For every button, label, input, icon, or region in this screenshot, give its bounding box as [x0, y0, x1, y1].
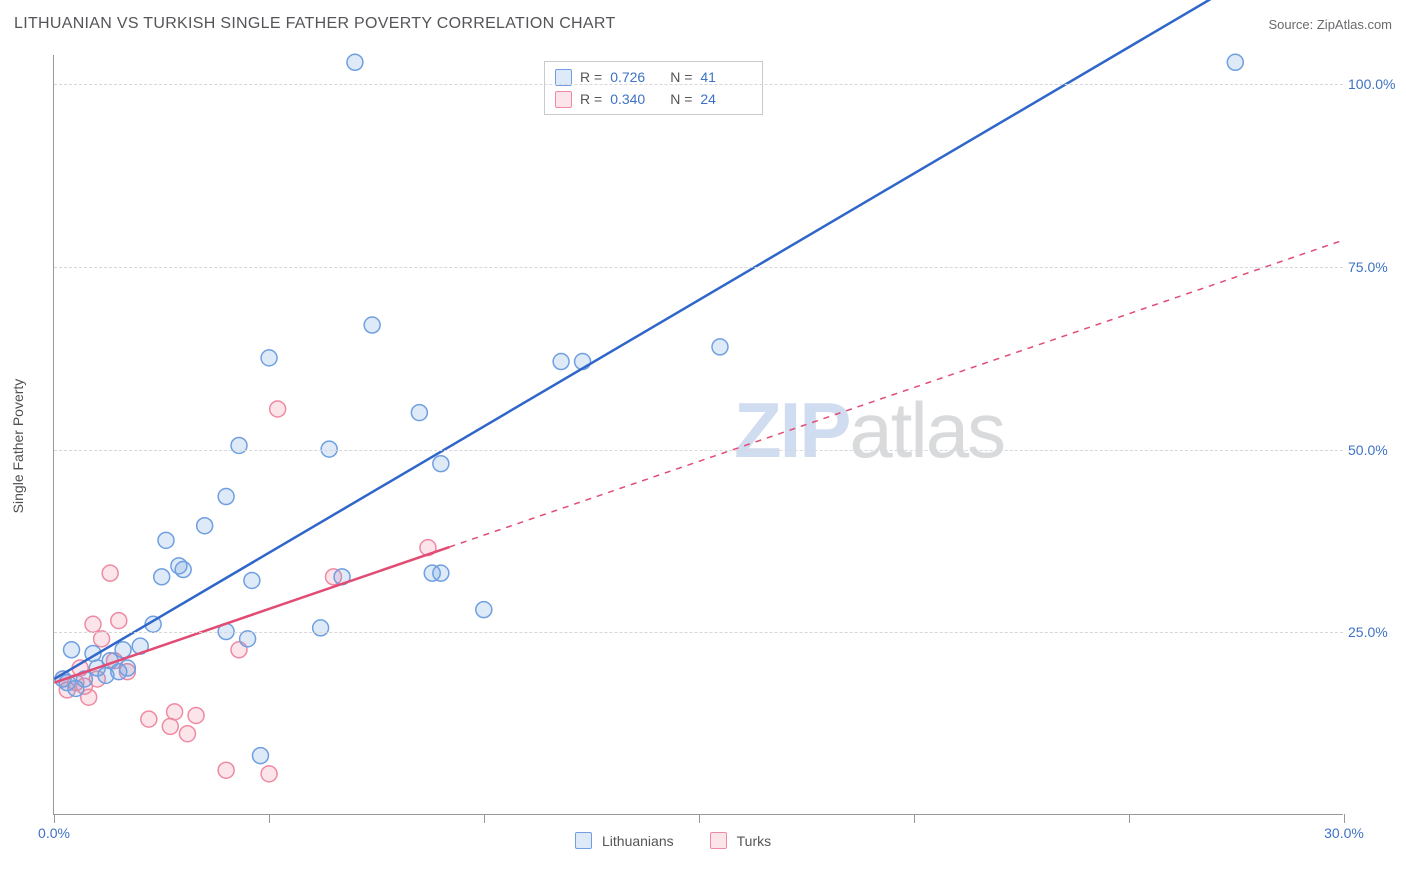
data-point	[167, 704, 183, 720]
chart-title: LITHUANIAN VS TURKISH SINGLE FATHER POVE…	[14, 15, 616, 33]
plot-area: ZIPatlas R = 0.726 N = 41 R = 0.340 N = …	[53, 55, 1343, 815]
legend-row-turks: R = 0.340 N = 24	[555, 88, 752, 110]
x-tick	[1129, 814, 1130, 823]
r-value-turks: 0.340	[610, 91, 662, 107]
gridline-y	[54, 450, 1343, 451]
legend-swatch-lithuanians	[555, 69, 572, 86]
data-point	[141, 711, 157, 727]
data-point	[218, 489, 234, 505]
data-point	[119, 660, 135, 676]
data-point	[433, 456, 449, 472]
data-point	[85, 616, 101, 632]
data-point	[712, 339, 728, 355]
data-point	[476, 602, 492, 618]
data-point	[364, 317, 380, 333]
data-point	[244, 572, 260, 588]
data-point	[218, 762, 234, 778]
data-point	[154, 569, 170, 585]
x-tick	[484, 814, 485, 823]
data-point	[252, 748, 268, 764]
x-tick-label: 0.0%	[38, 825, 70, 841]
legend-series: Lithuanians Turks	[575, 832, 771, 849]
data-point	[261, 350, 277, 366]
gridline-y	[54, 632, 1343, 633]
data-point	[347, 54, 363, 70]
legend-correlation: R = 0.726 N = 41 R = 0.340 N = 24	[544, 61, 763, 115]
data-point	[411, 405, 427, 421]
x-tick	[1344, 814, 1345, 823]
y-tick-label: 100.0%	[1348, 76, 1406, 92]
legend-label-turks: Turks	[737, 833, 771, 849]
data-point	[433, 565, 449, 581]
data-point	[179, 726, 195, 742]
x-tick	[54, 814, 55, 823]
data-point	[102, 565, 118, 581]
legend-label-lithuanians: Lithuanians	[602, 833, 674, 849]
gridline-y	[54, 267, 1343, 268]
data-point	[270, 401, 286, 417]
legend-swatch-lithuanians	[575, 832, 592, 849]
data-point	[162, 718, 178, 734]
legend-swatch-turks	[555, 91, 572, 108]
x-tick	[914, 814, 915, 823]
n-label: N =	[670, 91, 692, 107]
y-tick-label: 25.0%	[1348, 624, 1406, 640]
data-point	[64, 642, 80, 658]
data-point	[231, 437, 247, 453]
data-point	[197, 518, 213, 534]
data-point	[261, 766, 277, 782]
n-label: N =	[670, 69, 692, 85]
n-value-turks: 24	[700, 91, 752, 107]
data-point	[158, 532, 174, 548]
data-point	[188, 707, 204, 723]
x-tick-label: 30.0%	[1324, 825, 1364, 841]
data-point	[313, 620, 329, 636]
y-axis-label: Single Father Poverty	[10, 379, 26, 514]
gridline-y	[54, 84, 1343, 85]
data-point	[111, 613, 127, 629]
trend-line-extended	[449, 240, 1342, 547]
source-label: Source: ZipAtlas.com	[1268, 17, 1392, 32]
legend-swatch-turks	[710, 832, 727, 849]
chart-svg	[54, 55, 1343, 814]
r-label: R =	[580, 69, 602, 85]
x-tick	[699, 814, 700, 823]
data-point	[553, 354, 569, 370]
data-point	[115, 642, 131, 658]
y-tick-label: 75.0%	[1348, 259, 1406, 275]
y-tick-label: 50.0%	[1348, 442, 1406, 458]
r-label: R =	[580, 91, 602, 107]
r-value-lithuanians: 0.726	[610, 69, 662, 85]
x-tick	[269, 814, 270, 823]
data-point	[1227, 54, 1243, 70]
n-value-lithuanians: 41	[700, 69, 752, 85]
data-point	[175, 562, 191, 578]
